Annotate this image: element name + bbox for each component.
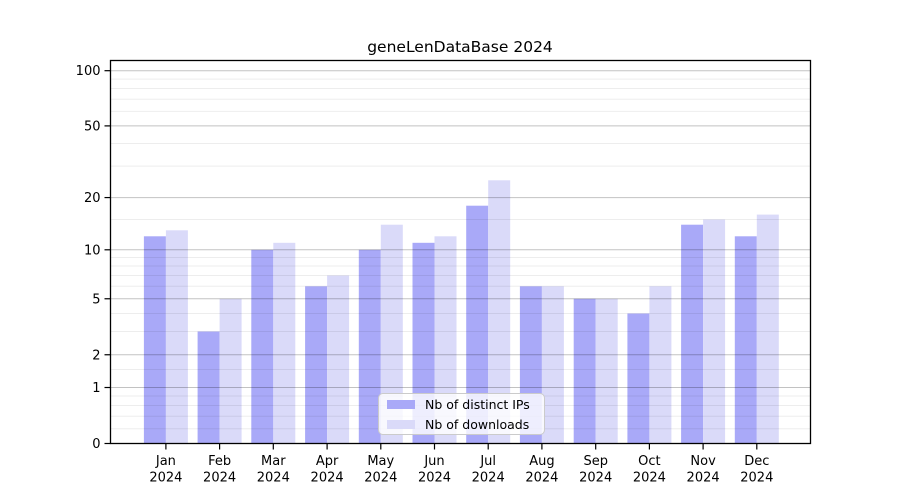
legend-item-distinct-ips: Nb of distinct IPs (387, 397, 536, 412)
bar (595, 298, 618, 444)
y-tick-label: 1 (92, 381, 100, 396)
y-tick-label: 20 (84, 191, 101, 206)
plot-border (109, 59, 812, 445)
y-tick-label: 100 (76, 64, 101, 79)
bar (273, 242, 296, 444)
x-tick-label-month: Jun (423, 454, 444, 469)
x-tick-label-month: Mar (261, 454, 286, 469)
x-tick-label-month: Aug (529, 454, 554, 469)
bar (703, 219, 726, 444)
x-tick-label-month: Nov (690, 454, 716, 469)
major-gridlines (110, 70, 811, 388)
x-tick-label-year: 2024 (687, 471, 720, 486)
y-tick-label: 0 (92, 437, 100, 452)
bar (219, 298, 242, 444)
bar (197, 331, 220, 444)
x-tick-label-year: 2024 (633, 471, 666, 486)
bar (541, 286, 564, 444)
x-tick-label-year: 2024 (257, 471, 290, 486)
x-tick-label-month: May (367, 454, 394, 469)
y-tick-label: 2 (92, 348, 100, 363)
bar (327, 275, 350, 444)
x-tick-label-month: Oct (638, 454, 660, 469)
legend-label-distinct-ips: Nb of distinct IPs (425, 396, 530, 412)
y-tick-label: 5 (92, 292, 100, 307)
bar (143, 236, 166, 444)
x-tick-label-year: 2024 (472, 471, 505, 486)
bar (251, 249, 274, 444)
bar (466, 205, 489, 444)
legend-swatch-distinct-ips (387, 399, 415, 409)
bar (681, 224, 704, 444)
bar (434, 236, 457, 444)
x-tick-label-month: Dec (744, 454, 769, 469)
y-tick-label: 50 (84, 119, 101, 134)
x-axis: Jan 2024 Feb 2024 Mar 2024 Apr 2024 May 2024 Jun 20… (149, 443, 773, 486)
x-tick-label-year: 2024 (149, 471, 182, 486)
legend: Nb of distinct IPs Nb of downloads (378, 393, 545, 435)
chart-title: geneLenDataBase 2024 (367, 38, 553, 56)
bar (380, 224, 403, 444)
bar (165, 230, 188, 444)
legend-swatch-downloads (387, 419, 415, 429)
series-downloads (165, 180, 779, 444)
x-tick-label-year: 2024 (579, 471, 612, 486)
x-tick-label-year: 2024 (740, 471, 773, 486)
x-tick-label-year: 2024 (311, 471, 344, 486)
minor-gridlines (110, 78, 811, 430)
y-tick-label: 10 (84, 243, 101, 258)
bar (573, 298, 596, 444)
legend-label-downloads: Nb of downloads (425, 416, 530, 432)
x-tick-label-year: 2024 (203, 471, 236, 486)
x-tick-label-month: Jul (479, 454, 496, 469)
bar (734, 236, 757, 444)
bar (358, 249, 381, 444)
x-tick-label-month: Jan (155, 454, 176, 469)
x-tick-label-month: Sep (583, 454, 608, 469)
bar (488, 180, 511, 444)
x-tick-label-year: 2024 (364, 471, 397, 486)
bar (649, 286, 672, 444)
x-tick-label-month: Feb (208, 454, 231, 469)
bar (627, 313, 650, 444)
x-tick-label-year: 2024 (525, 471, 558, 486)
x-tick-label-month: Apr (316, 454, 339, 469)
legend-item-downloads: Nb of downloads (387, 417, 536, 432)
x-tick-label-year: 2024 (418, 471, 451, 486)
bar (305, 286, 328, 444)
bar (756, 214, 779, 444)
